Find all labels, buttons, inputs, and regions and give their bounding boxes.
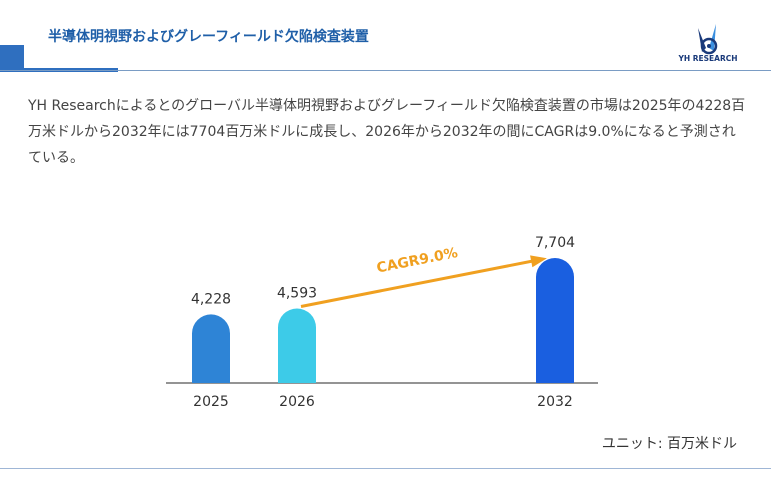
logo-text: YH RESEARCH	[678, 54, 738, 63]
bar-2032	[536, 258, 574, 383]
unit-label: ユニット: 百万米ドル	[601, 436, 737, 452]
cagr-arrow-head	[530, 255, 547, 268]
data-label-2026: 4,593	[277, 285, 317, 301]
bar-2026	[278, 308, 316, 383]
cagr-annotation: CAGR9.0%	[375, 245, 459, 277]
cagr-arrow-line	[300, 257, 544, 308]
tick-label-2032: 2032	[537, 394, 573, 410]
description-text: YH Researchによるとのグローバル半導体明視野およびグレーフィールド欠陥…	[28, 98, 746, 166]
yh-research-logo-icon	[698, 24, 718, 55]
page-title: 半導体明視野およびグレーフィールド欠陥検査装置	[48, 29, 369, 45]
tick-label-2025: 2025	[193, 394, 229, 410]
bar-2025	[192, 314, 230, 383]
header: 半導体明視野およびグレーフィールド欠陥検査装置 YH RESEARCH	[0, 0, 771, 72]
header-divider	[0, 70, 771, 71]
footer-divider	[0, 468, 771, 469]
tick-label-2026: 2026	[279, 394, 315, 410]
data-label-2025: 4,228	[191, 291, 231, 307]
header-accent-block	[0, 45, 24, 70]
data-label-2032: 7,704	[535, 235, 575, 251]
